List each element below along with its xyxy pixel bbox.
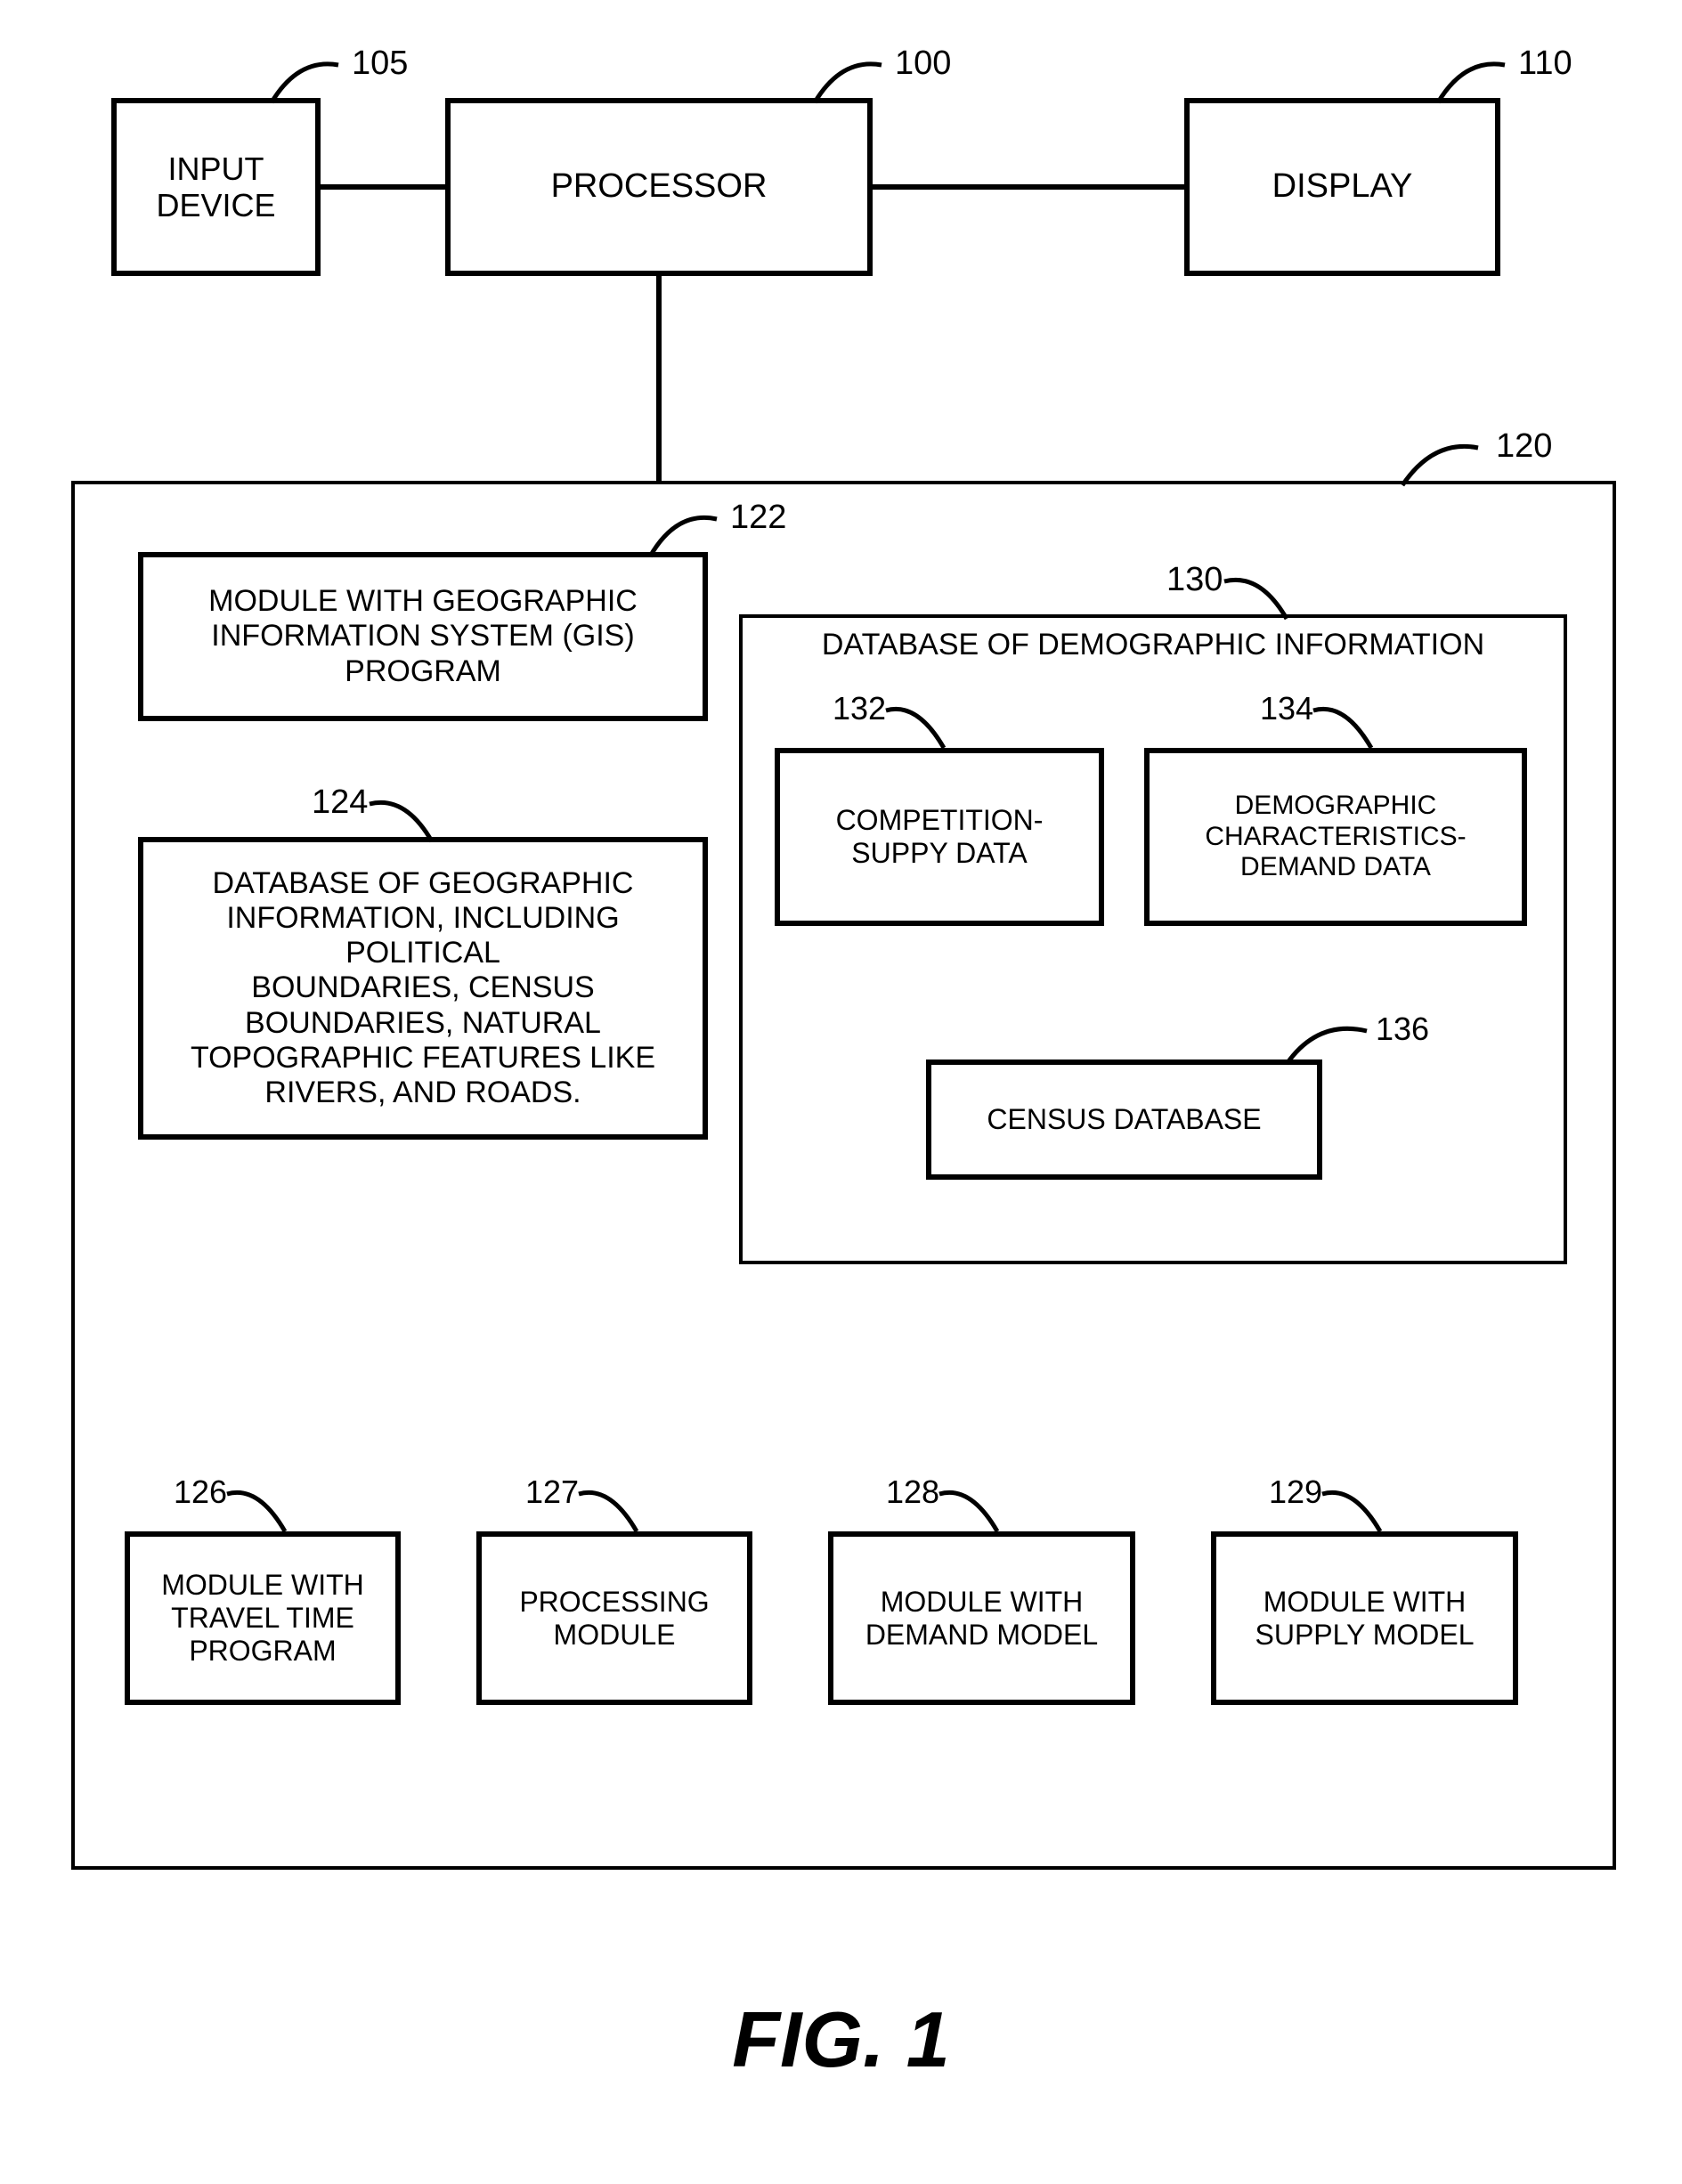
ref-128: 128 xyxy=(886,1474,939,1511)
supply-model-box: MODULE WITH SUPPLY MODEL xyxy=(1211,1531,1518,1705)
ref-100: 100 xyxy=(895,45,951,83)
demo-db-title: DATABASE OF DEMOGRAPHIC INFORMATION xyxy=(739,628,1567,662)
geo-db-box: DATABASE OF GEOGRAPHIC INFORMATION, INCL… xyxy=(138,837,708,1140)
ref-127: 127 xyxy=(525,1474,579,1511)
gis-module-box: MODULE WITH GEOGRAPHIC INFORMATION SYSTE… xyxy=(138,552,708,721)
connector-processor-memory xyxy=(656,276,662,481)
ref-134: 134 xyxy=(1260,690,1313,727)
input-device-box: INPUT DEVICE xyxy=(111,98,321,276)
figure-caption: FIG. 1 xyxy=(36,1994,1646,2085)
ref-132: 132 xyxy=(833,690,886,727)
ref-120: 120 xyxy=(1496,427,1552,466)
ref-126: 126 xyxy=(174,1474,227,1511)
processor-box: PROCESSOR xyxy=(445,98,873,276)
competition-box: COMPETITION- SUPPY DATA xyxy=(775,748,1104,926)
connector-input-processor xyxy=(321,184,445,190)
census-box: CENSUS DATABASE xyxy=(926,1060,1322,1180)
figure-canvas: INPUT DEVICE PROCESSOR DISPLAY 105 100 1… xyxy=(36,36,1646,2148)
ref-129: 129 xyxy=(1269,1474,1322,1511)
ref-105: 105 xyxy=(352,45,408,83)
ref-136: 136 xyxy=(1376,1011,1429,1048)
connector-processor-display xyxy=(873,184,1184,190)
display-box: DISPLAY xyxy=(1184,98,1500,276)
travel-time-box: MODULE WITH TRAVEL TIME PROGRAM xyxy=(125,1531,401,1705)
ref-130: 130 xyxy=(1166,561,1223,599)
demand-model-box: MODULE WITH DEMAND MODEL xyxy=(828,1531,1135,1705)
ref-110: 110 xyxy=(1518,45,1572,83)
ref-124: 124 xyxy=(312,783,368,822)
processing-box: PROCESSING MODULE xyxy=(476,1531,752,1705)
ref-122: 122 xyxy=(730,499,786,537)
demographic-box: DEMOGRAPHIC CHARACTERISTICS- DEMAND DATA xyxy=(1144,748,1527,926)
